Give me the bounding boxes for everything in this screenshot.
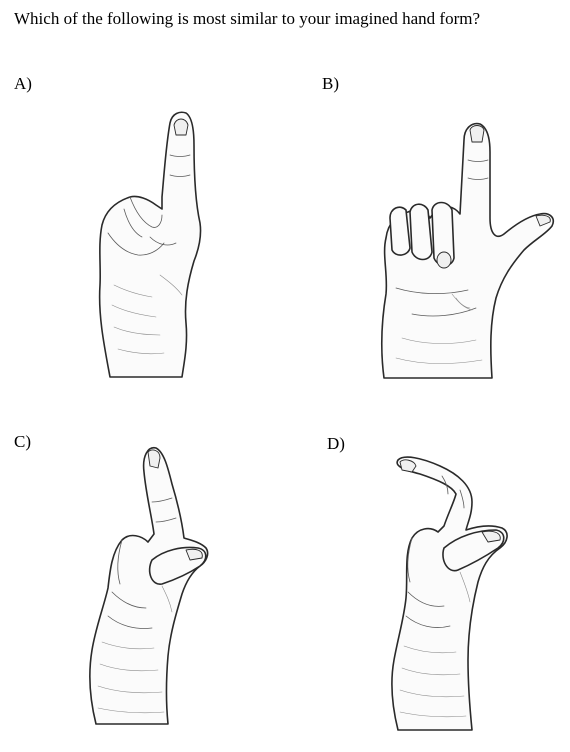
option-d-label: D): [327, 434, 345, 453]
option-d-hand-sketch[interactable]: [382, 456, 522, 732]
option-c-hand-sketch[interactable]: [82, 442, 222, 727]
option-c-label: C): [14, 432, 31, 451]
option-b-label: B): [322, 74, 339, 93]
option-a-label: A): [14, 74, 32, 93]
option-b-hand-sketch[interactable]: [372, 118, 562, 380]
option-a-hand-sketch[interactable]: [90, 105, 220, 380]
question-text: Which of the following is most similar t…: [14, 9, 480, 28]
